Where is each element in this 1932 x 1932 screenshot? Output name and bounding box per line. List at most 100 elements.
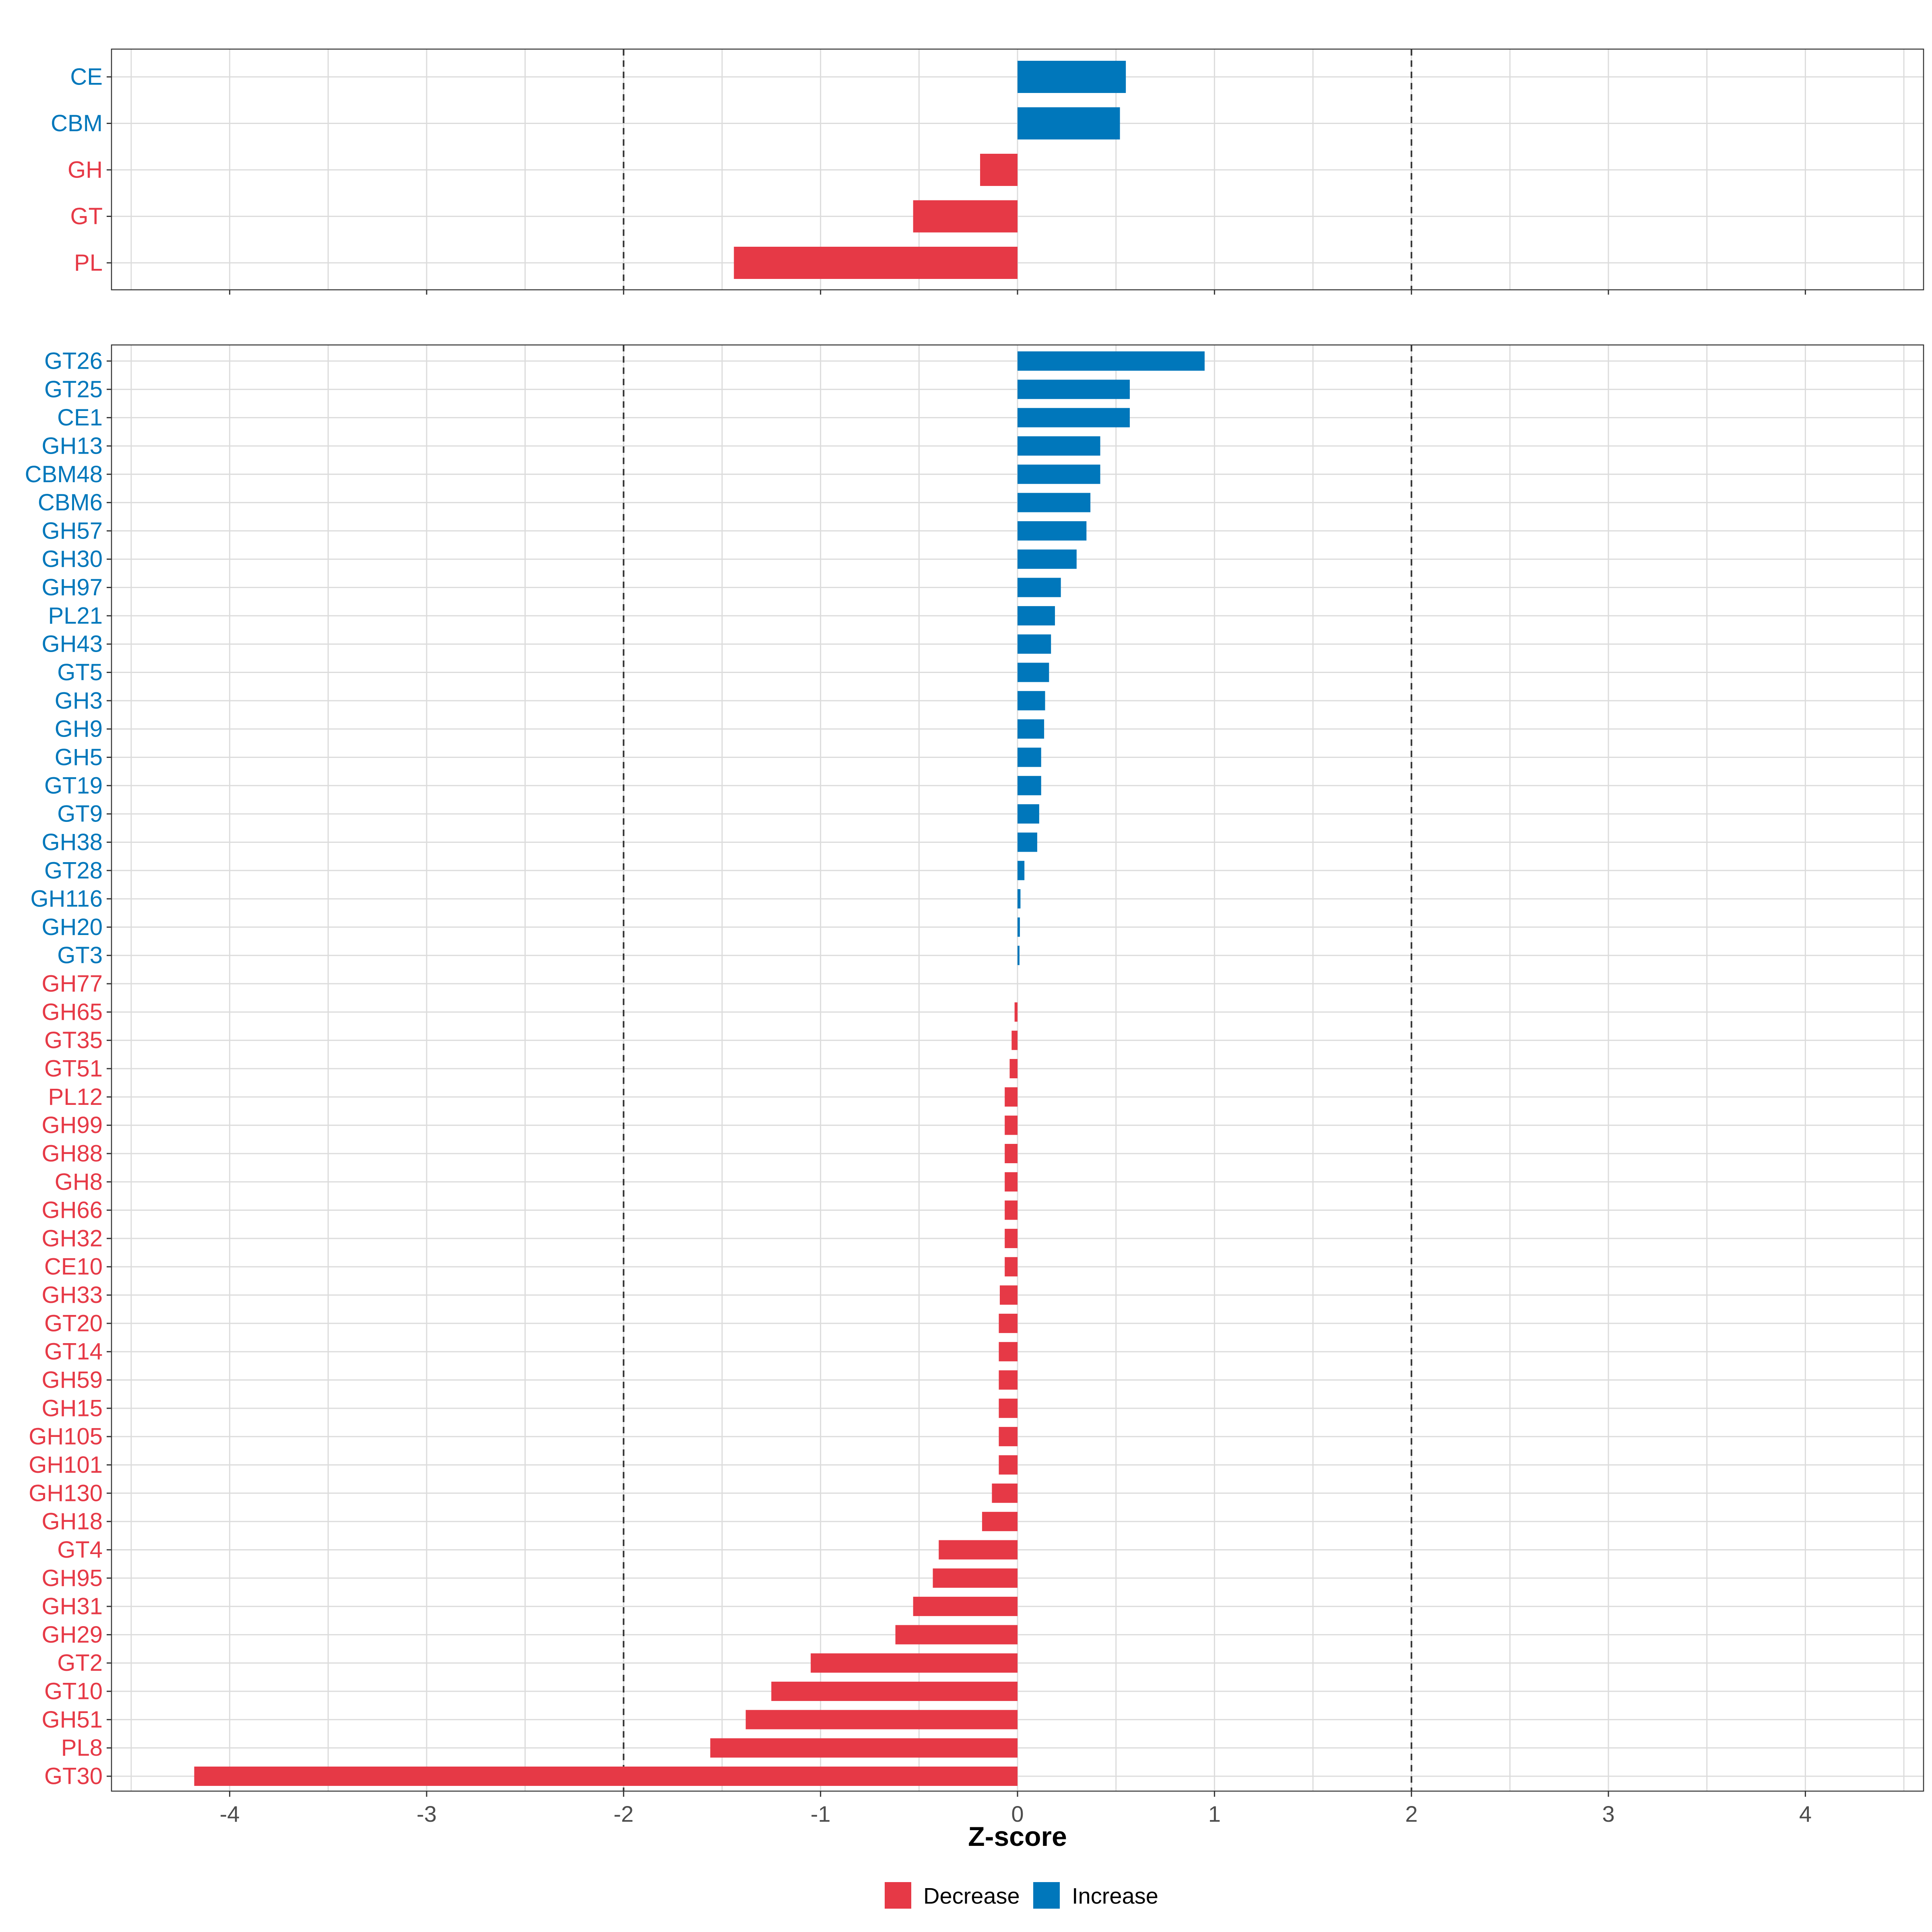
y-label-gh77: GH77	[41, 971, 103, 997]
panel-top: CE CBM GH GT PL	[51, 48, 1924, 295]
bar-cbm48	[1018, 464, 1100, 484]
y-label-ce: CE	[70, 64, 103, 90]
y-label-pl21: PL21	[48, 603, 103, 629]
y-label-gh130: GH130	[29, 1480, 103, 1506]
bar-gh97	[1018, 578, 1061, 597]
x-tick-label: 4	[1799, 1801, 1812, 1827]
bar-gh43	[1018, 634, 1051, 654]
bar-gt4	[939, 1540, 1018, 1560]
bar-ce	[1018, 61, 1126, 93]
bar-gh99	[1005, 1115, 1018, 1135]
bar-gh3	[1018, 691, 1045, 710]
bar-gh	[980, 154, 1018, 186]
legend-label-decrease: Decrease	[923, 1883, 1020, 1909]
y-label-gh66: GH66	[41, 1197, 103, 1223]
y-label-gh9: GH9	[55, 716, 103, 742]
bar-ce1	[1018, 408, 1130, 427]
x-tick-label: 1	[1208, 1801, 1221, 1827]
bar-gt3	[1018, 945, 1020, 965]
y-label-gt51: GT51	[44, 1056, 103, 1082]
y-label-gh38: GH38	[41, 829, 103, 855]
y-label-ce1: CE1	[57, 405, 103, 431]
bar-gh13	[1018, 436, 1100, 456]
bar-gh65	[1014, 1002, 1018, 1022]
bar-gt2	[811, 1653, 1018, 1673]
bar-gh130	[992, 1483, 1018, 1503]
bar-ce10	[1005, 1257, 1018, 1277]
y-label-ce10: CE10	[44, 1254, 103, 1280]
y-label-gt26: GT26	[44, 348, 103, 374]
bar-pl21	[1018, 606, 1055, 625]
y-label-gh3: GH3	[55, 687, 103, 714]
y-label-pl8: PL8	[61, 1735, 103, 1761]
y-label-gh51: GH51	[41, 1707, 103, 1733]
y-label-gh: GH	[68, 157, 103, 183]
y-label-gh20: GH20	[41, 914, 103, 940]
bar-cbm6	[1018, 493, 1091, 512]
y-label-cbm6: CBM6	[38, 489, 103, 516]
x-tick-label: 0	[1011, 1801, 1024, 1827]
bar-cbm	[1018, 107, 1120, 140]
y-label-gh5: GH5	[55, 744, 103, 770]
bar-gt28	[1018, 861, 1025, 880]
y-label-gt25: GT25	[44, 376, 103, 402]
y-label-gt10: GT10	[44, 1678, 103, 1705]
x-tick-label: -1	[811, 1801, 831, 1827]
bar-gh32	[1005, 1228, 1018, 1248]
legend-swatch-increase	[1033, 1882, 1060, 1909]
bar-gh33	[999, 1285, 1018, 1305]
bar-gh101	[999, 1455, 1018, 1475]
y-label-gt35: GT35	[44, 1027, 103, 1053]
y-label-gh88: GH88	[41, 1140, 103, 1166]
bar-pl	[734, 247, 1018, 279]
y-label-gh59: GH59	[41, 1367, 103, 1393]
y-label-cbm48: CBM48	[25, 461, 103, 487]
bar-gh57	[1018, 521, 1087, 541]
bar-gt35	[1011, 1030, 1018, 1050]
y-label-gh18: GH18	[41, 1509, 103, 1535]
bar-gh88	[1005, 1144, 1018, 1163]
bar-gh66	[1005, 1200, 1018, 1220]
x-tick-label: 2	[1405, 1801, 1418, 1827]
y-label-gt9: GT9	[57, 801, 103, 827]
bar-pl12	[1005, 1087, 1018, 1107]
bar-gt26	[1018, 351, 1205, 371]
y-label-gt: GT	[70, 203, 103, 229]
legend-swatch-decrease	[885, 1882, 911, 1909]
y-label-gt19: GT19	[44, 772, 103, 799]
y-label-gt2: GT2	[57, 1650, 103, 1676]
y-label-gh8: GH8	[55, 1169, 103, 1195]
bar-gt	[913, 200, 1018, 233]
bar-gt10	[771, 1682, 1018, 1701]
x-tick-label: -3	[417, 1801, 437, 1827]
y-label-gh33: GH33	[41, 1282, 103, 1308]
bar-gh18	[982, 1512, 1018, 1532]
bar-gt14	[999, 1342, 1018, 1362]
bar-gh9	[1018, 719, 1044, 739]
legend: Decrease Increase	[885, 1882, 1158, 1909]
bar-gt30	[194, 1767, 1018, 1786]
bar-gh105	[999, 1427, 1018, 1447]
bar-gt9	[1018, 804, 1039, 824]
y-label-gh31: GH31	[41, 1593, 103, 1620]
bar-gh116	[1018, 889, 1021, 909]
x-axis-title: Z-score	[968, 1821, 1067, 1852]
bar-pl8	[710, 1738, 1018, 1758]
y-label-gh101: GH101	[29, 1452, 103, 1478]
y-label-gh13: GH13	[41, 433, 103, 459]
y-label-cbm: CBM	[51, 110, 103, 136]
y-label-pl12: PL12	[48, 1084, 103, 1110]
bar-gh5	[1018, 747, 1041, 767]
bar-gt5	[1018, 663, 1049, 682]
y-label-gh15: GH15	[41, 1395, 103, 1421]
y-label-gh97: GH97	[41, 574, 103, 601]
y-label-gt28: GT28	[44, 857, 103, 883]
bar-gh29	[895, 1625, 1018, 1645]
bar-gh30	[1018, 549, 1077, 569]
y-label-gt14: GT14	[44, 1339, 103, 1365]
y-label-gh95: GH95	[41, 1565, 103, 1591]
y-label-gt30: GT30	[44, 1763, 103, 1790]
bar-gt51	[1009, 1059, 1018, 1078]
